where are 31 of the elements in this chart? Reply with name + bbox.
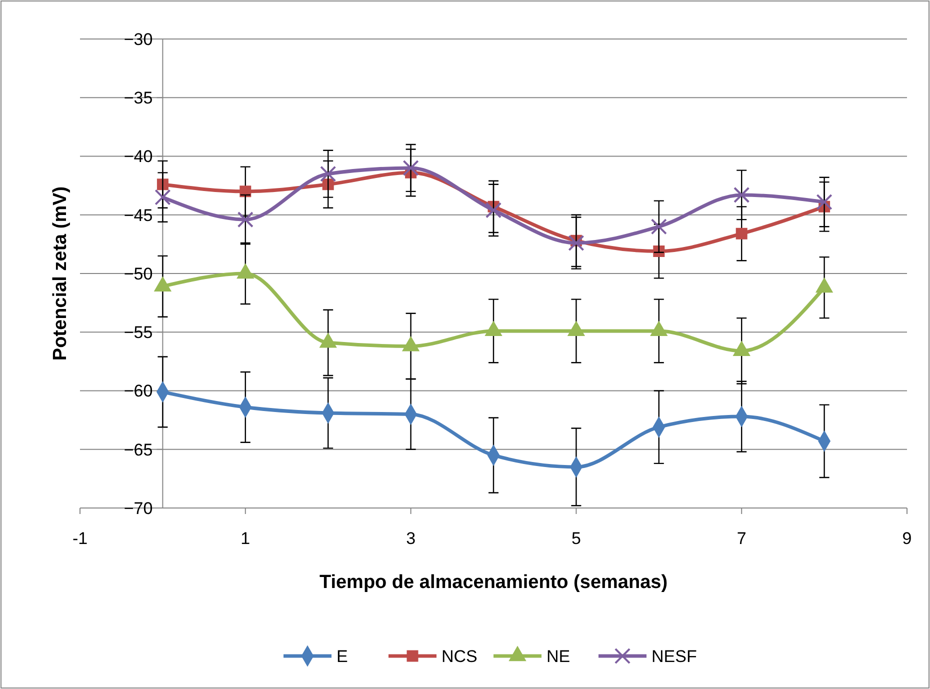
point [240, 186, 252, 198]
y-tick-label: −30 [124, 30, 153, 49]
point [736, 228, 748, 240]
x-tick-label: 7 [736, 529, 746, 548]
legend-label: NCS [442, 646, 478, 666]
point [237, 212, 254, 228]
point [320, 166, 336, 182]
x-tick-label: 9 [902, 529, 912, 548]
point [485, 202, 502, 218]
y-tick-label: −70 [124, 498, 153, 518]
x-axis-title: Tiempo de almacenamiento (semanas) [319, 572, 668, 593]
x-tick-label: 5 [571, 529, 581, 548]
x-tick-label: 3 [406, 529, 416, 548]
y-tick-label: −45 [124, 206, 153, 225]
y-tick-label: −65 [124, 440, 153, 460]
y-tick-label: −60 [124, 382, 153, 401]
point [734, 186, 750, 204]
legend-label: E [336, 646, 348, 666]
y-tick-label: −55 [124, 323, 153, 342]
y-axis-title: Potencial zeta (mV) [50, 186, 71, 361]
legend-label: NESF [652, 646, 697, 666]
point [402, 160, 419, 176]
x-tick-label: 1 [240, 529, 250, 548]
point [568, 234, 584, 252]
legend-label: NE [546, 646, 570, 666]
point [816, 194, 832, 210]
point [650, 218, 667, 235]
y-tick-label: −50 [124, 264, 153, 284]
y-tick-label: −35 [124, 88, 153, 108]
x-tick-label: -1 [72, 529, 88, 548]
y-tick-label: −40 [124, 147, 153, 166]
